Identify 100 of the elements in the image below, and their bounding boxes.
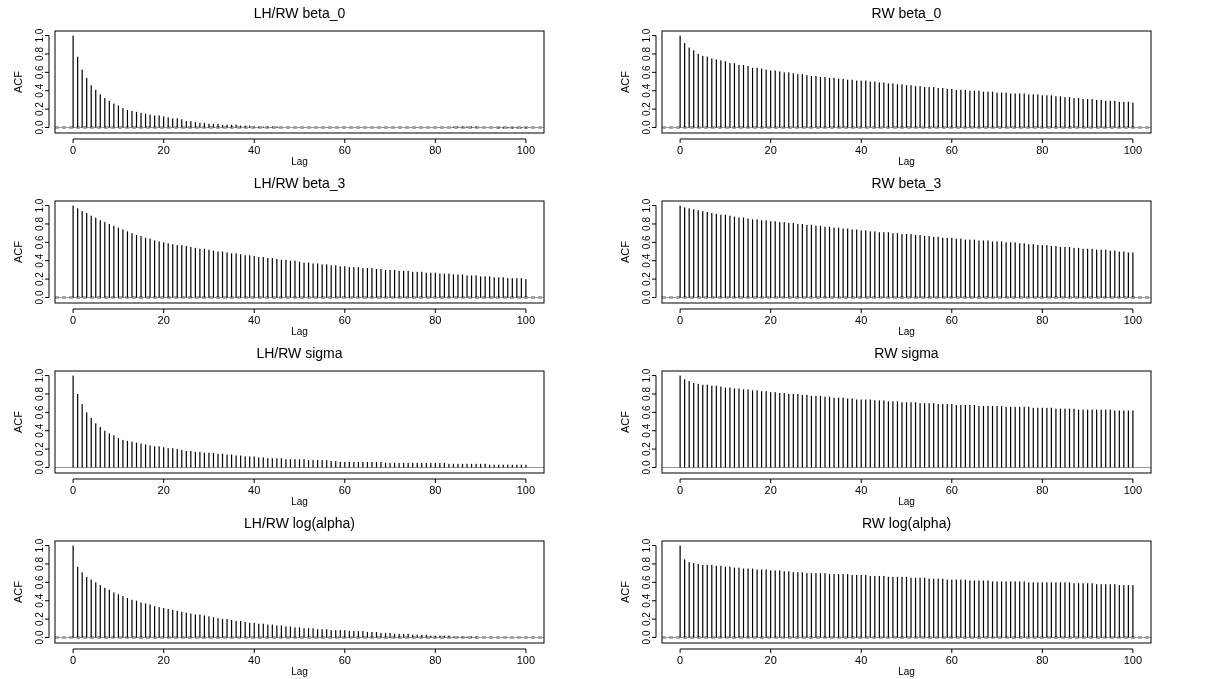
y-tick-label: 1.0 [641,28,652,43]
y-axis-title: ACF [12,580,24,603]
chart-title: LH/RW log(alpha) [243,515,356,531]
x-tick-label: 20 [764,314,777,326]
y-axis-title: ACF [619,580,631,603]
x-tick-label: 100 [516,654,536,666]
y-axis-title: ACF [619,240,631,263]
x-tick-label: 0 [70,654,77,666]
x-tick-label: 80 [1036,484,1049,496]
y-tick-label: 0.2 [34,611,45,627]
y-tick-label: 0.6 [641,234,652,250]
x-tick-label: 0 [70,484,77,496]
y-tick-label: 0.2 [34,101,45,117]
y-tick-label: 0.6 [641,574,652,590]
x-tick-label: 20 [157,144,170,156]
y-axis-title: ACF [12,70,24,93]
y-tick-label: 0.4 [641,423,652,438]
x-tick-label: 20 [764,654,777,666]
x-tick-label: 40 [248,654,261,666]
x-tick-label: 40 [248,484,261,496]
y-tick-label: 1.0 [34,198,45,213]
x-tick-label: 80 [429,144,442,156]
x-tick-label: 80 [1036,654,1049,666]
x-axis-title: Lag [898,156,915,167]
y-tick-label: 0.8 [641,46,652,61]
y-axis-title: ACF [619,410,631,433]
x-tick-label: 60 [945,654,958,666]
x-tick-label: 20 [157,314,170,326]
x-tick-label: 60 [338,654,351,666]
x-tick-label: 80 [1036,144,1049,156]
y-tick-label: 1.0 [34,368,45,383]
y-tick-label: 0.8 [34,216,45,231]
y-tick-label: 1.0 [34,538,45,553]
y-tick-label: 0.2 [641,441,652,457]
y-tick-label: 0.4 [641,593,652,608]
x-axis-title: Lag [291,156,308,167]
x-axis-title: Lag [291,666,308,677]
chart-title: RW beta_3 [871,175,942,191]
y-tick-label: 0.0 [641,630,652,645]
y-tick-label: 0.0 [641,460,652,475]
x-tick-label: 100 [1123,654,1143,666]
chart-title: LH/RW sigma [256,345,343,361]
x-tick-label: 80 [1036,314,1049,326]
y-tick-label: 0.6 [34,234,45,250]
y-tick-label: 1.0 [34,28,45,43]
y-tick-label: 0.0 [34,630,45,645]
x-tick-label: 40 [855,484,868,496]
y-tick-label: 1.0 [641,538,652,553]
x-tick-label: 60 [945,484,958,496]
y-tick-label: 1.0 [641,198,652,213]
y-tick-label: 0.2 [641,271,652,287]
x-tick-label: 80 [429,484,442,496]
y-tick-label: 0.4 [641,83,652,98]
x-axis-title: Lag [898,326,915,337]
x-axis-title: Lag [898,496,915,507]
y-tick-label: 0.6 [641,404,652,420]
chart-title: RW log(alpha) [861,515,952,531]
x-tick-label: 100 [516,484,536,496]
y-tick-label: 0.8 [34,386,45,401]
x-tick-label: 0 [677,484,684,496]
x-tick-label: 40 [855,654,868,666]
x-tick-label: 0 [70,314,77,326]
x-tick-label: 20 [764,144,777,156]
y-tick-label: 0.0 [34,460,45,475]
x-tick-label: 60 [338,314,351,326]
x-tick-label: 40 [248,314,261,326]
chart-title: LH/RW beta_3 [253,175,346,191]
y-tick-label: 0.2 [641,611,652,627]
x-axis-title: Lag [291,496,308,507]
x-tick-label: 100 [1123,314,1143,326]
y-tick-label: 0.2 [34,271,45,287]
x-tick-label: 40 [248,144,261,156]
y-tick-label: 0.2 [641,101,652,117]
x-tick-label: 100 [1123,484,1143,496]
y-tick-label: 0.0 [641,120,652,135]
x-tick-label: 0 [677,144,684,156]
y-tick-label: 0.8 [641,386,652,401]
x-tick-label: 80 [429,314,442,326]
y-tick-label: 0.4 [34,423,45,438]
y-axis-title: ACF [619,70,631,93]
y-tick-label: 0.6 [34,574,45,590]
y-tick-label: 0.8 [34,46,45,61]
y-tick-label: 0.4 [34,83,45,98]
x-tick-label: 0 [677,314,684,326]
y-tick-label: 0.0 [34,290,45,305]
x-tick-label: 40 [855,314,868,326]
x-tick-label: 60 [338,144,351,156]
y-tick-label: 0.4 [34,253,45,268]
y-tick-label: 0.6 [34,64,45,80]
y-tick-label: 0.6 [641,64,652,80]
y-tick-label: 0.4 [34,593,45,608]
x-tick-label: 20 [764,484,777,496]
x-tick-label: 40 [855,144,868,156]
y-tick-label: 0.0 [34,120,45,135]
x-tick-label: 60 [945,144,958,156]
x-tick-label: 20 [157,484,170,496]
x-axis-title: Lag [898,666,915,677]
y-axis-title: ACF [12,410,24,433]
y-tick-label: 1.0 [641,368,652,383]
x-tick-label: 80 [429,654,442,666]
